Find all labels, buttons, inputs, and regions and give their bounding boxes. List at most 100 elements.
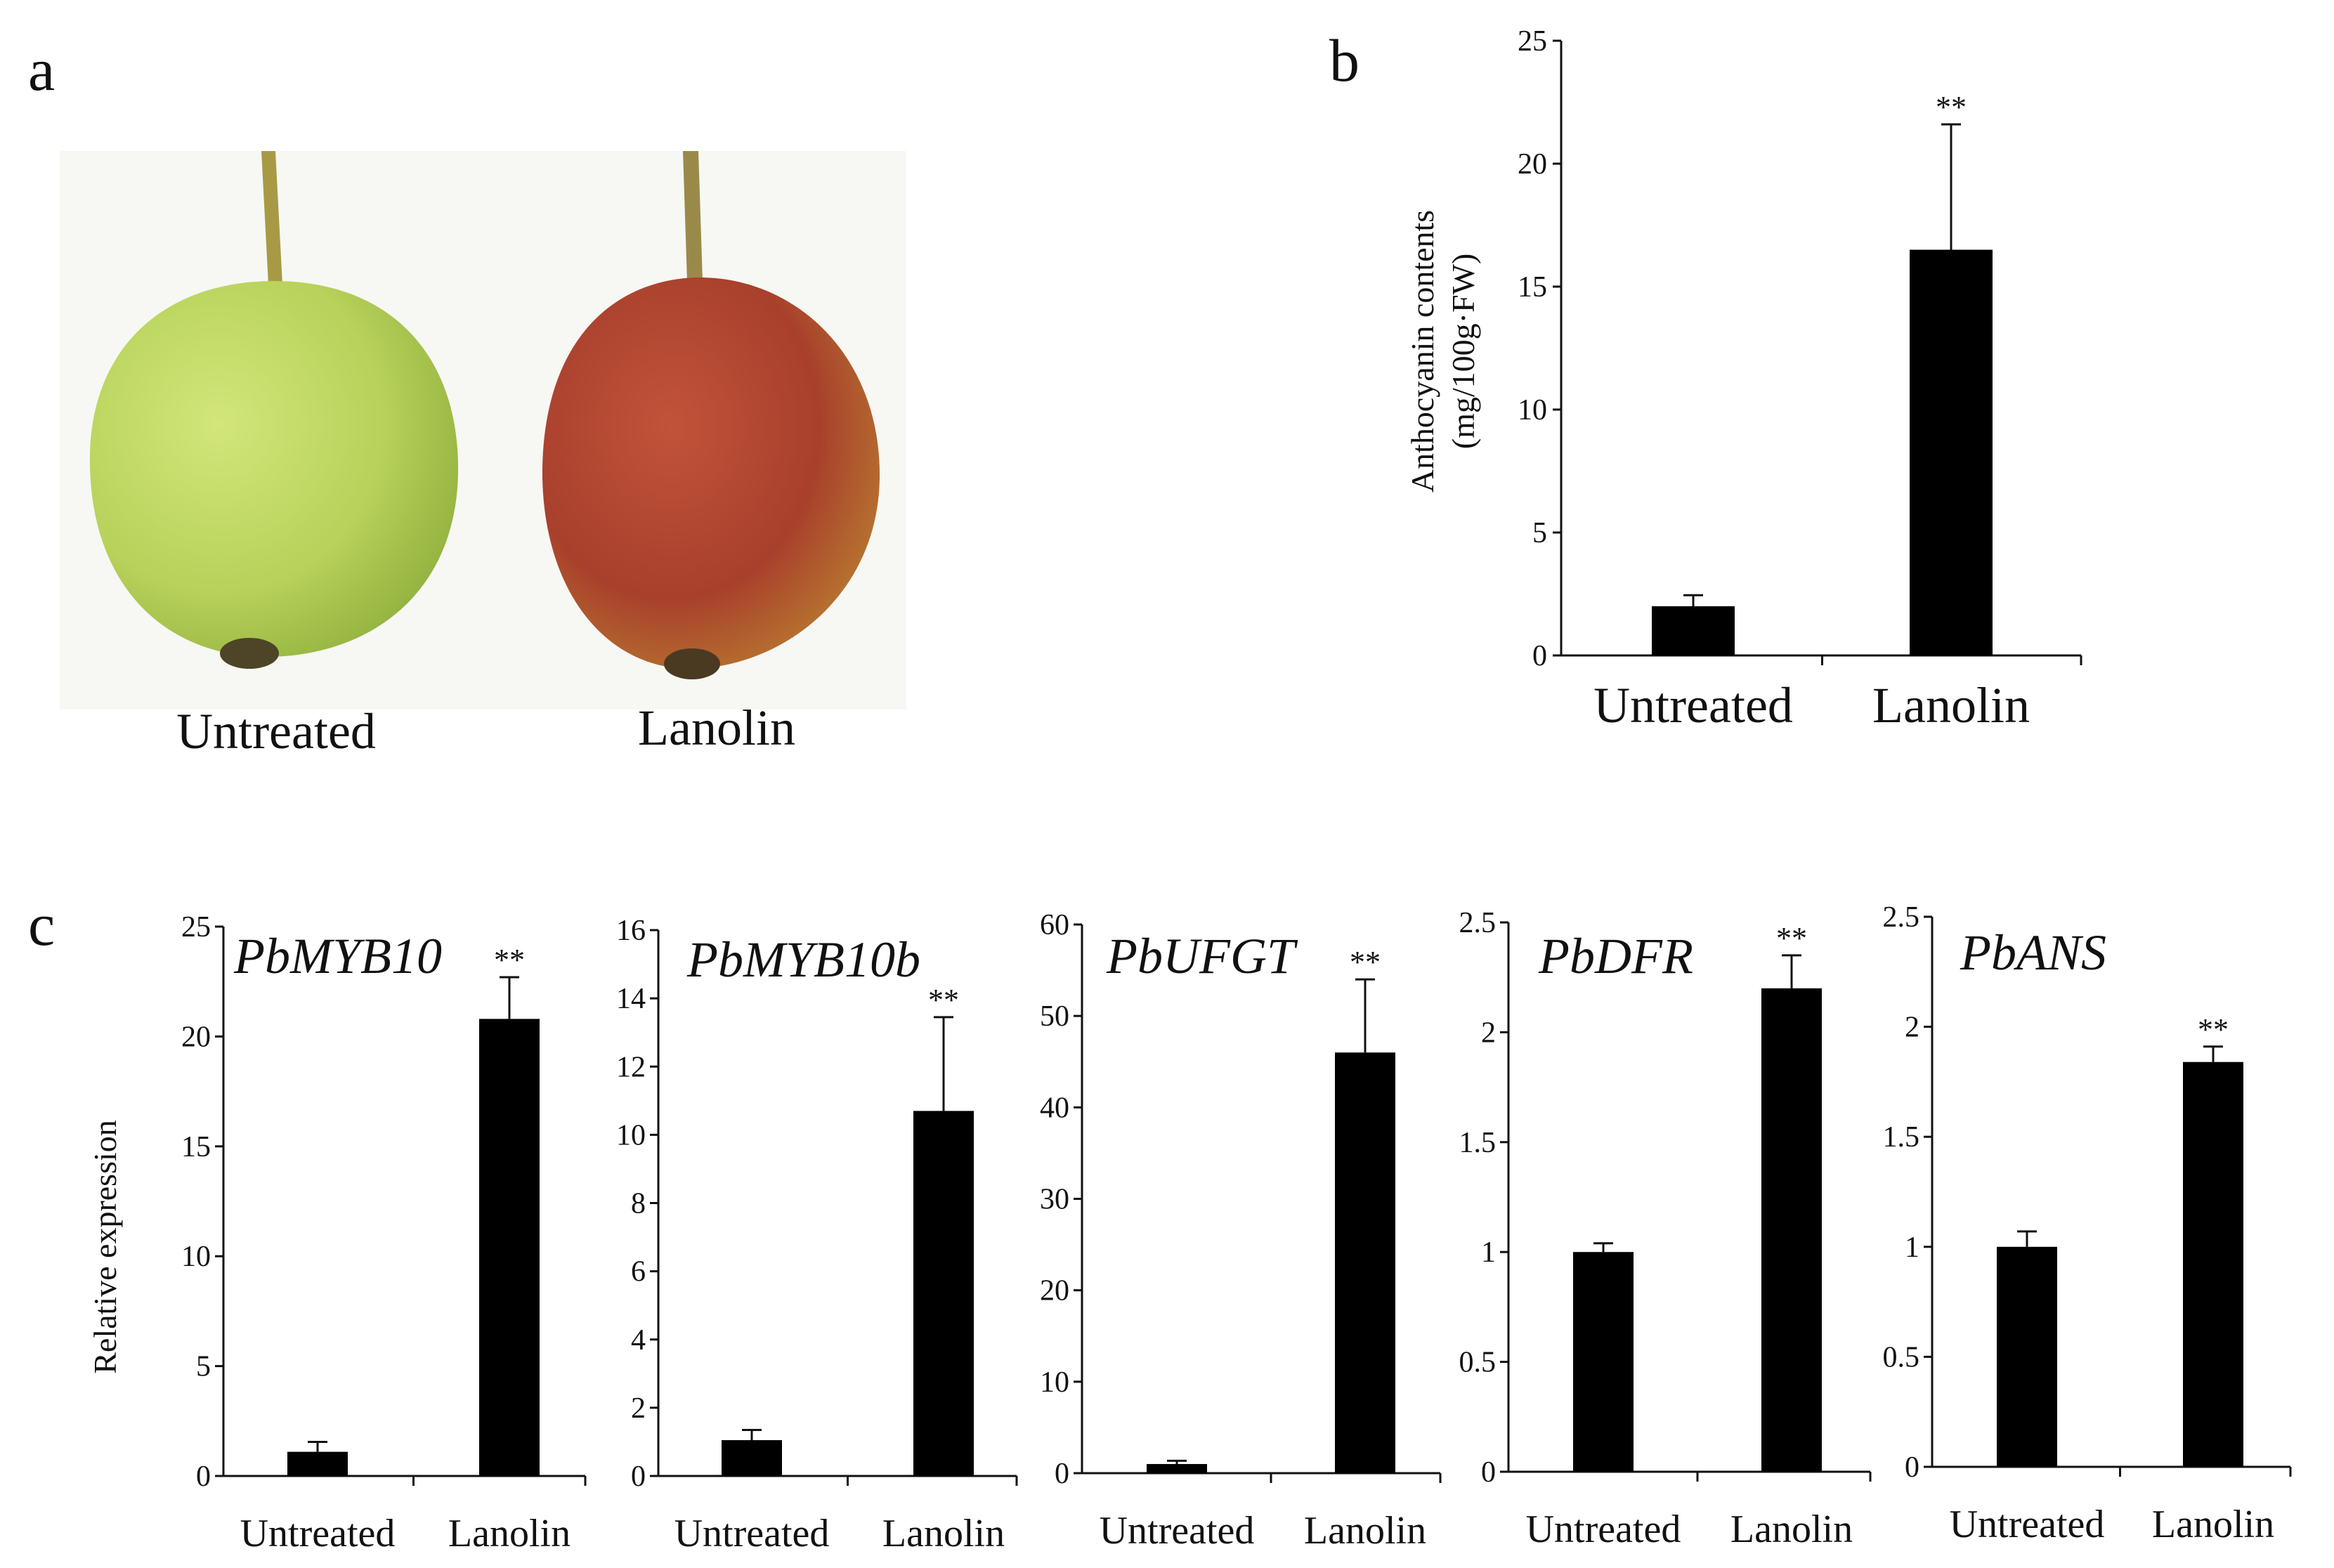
chart-c5-ytick-label: 0.5 <box>1883 1341 1920 1373</box>
chart-c1-bar-untreated <box>287 1451 348 1476</box>
chart-b-ylabel: Anthocyanin contents (mg/100g·FW) <box>1404 210 1481 492</box>
chart-c1-plot: 0 5 10 15 20 25 Untreated ** Lanolin PbMYB10 <box>181 911 587 1555</box>
chart-c1-category-label-untreated: Untreated <box>240 1512 396 1555</box>
chart-c1-category-label-lanolin: Lanolin <box>448 1512 571 1555</box>
lanolin-photo-label: Lanolin <box>638 700 795 756</box>
chart-c2-category-label-lanolin: Lanolin <box>882 1512 1005 1555</box>
chart-c4-category-label-untreated: Untreated <box>1526 1508 1681 1551</box>
chart-c3-category-label-lanolin: Lanolin <box>1304 1509 1426 1553</box>
chart-c3-category-label-untreated: Untreated <box>1100 1509 1255 1553</box>
chart-c2-ytick-label: 8 <box>631 1188 646 1220</box>
chart-b-ytick-label: 5 <box>1532 517 1547 549</box>
panel-b: b Anthocyanin contents (mg/100g·FW) 0 5 10… <box>1329 25 2082 733</box>
chart-c1-ytick-label: 15 <box>181 1131 211 1163</box>
chart-c3-title: PbUFGT <box>1106 928 1298 984</box>
lanolin-fruit-photo <box>542 151 880 679</box>
chart-c3-ytick-label: 30 <box>1040 1184 1069 1216</box>
chart-c3-ytick-label: 10 <box>1040 1366 1069 1399</box>
chart-c1-ytick-label: 20 <box>181 1021 211 1053</box>
chart-b-bar-lanolin <box>1910 249 1993 655</box>
chart-c1-ytick-label: 0 <box>196 1461 211 1493</box>
chart-c2-ytick-label: 2 <box>631 1392 646 1425</box>
untreated-calyx <box>220 638 279 669</box>
chart-b-ytick-label: 10 <box>1518 394 1547 426</box>
chart-c2-ytick-label: 14 <box>616 983 646 1015</box>
chart-c4-bar-lanolin <box>1761 988 1822 1472</box>
chart-c1-significance-lanolin: ** <box>494 943 525 977</box>
chart-c1-ytick-label: 25 <box>181 911 211 943</box>
chart-b-category-label-lanolin: Lanolin <box>1872 677 2030 733</box>
chart-c4-ytick-label: 2 <box>1481 1017 1496 1049</box>
chart-b-ytick-label: 15 <box>1518 271 1547 303</box>
chart-c2-ytick-label: 10 <box>616 1119 646 1151</box>
chart-b-ytick-label: 20 <box>1518 148 1547 181</box>
chart-c5-bar-untreated <box>1997 1246 2057 1467</box>
chart-c4-title: PbDFR <box>1538 928 1693 984</box>
lanolin-calyx <box>664 648 720 679</box>
chart-c5-ytick-label: 2.5 <box>1883 901 1920 934</box>
chart-b-significance-lanolin: ** <box>1936 90 1967 124</box>
chart-b-ylabel-line2: (mg/100g·FW) <box>1445 254 1481 450</box>
chart-b-plot: 0 5 10 15 20 25 Untreated ** Lanolin <box>1518 25 2082 733</box>
chart-c5-ytick-label: 2 <box>1905 1012 1919 1044</box>
chart-c2-category-label-untreated: Untreated <box>674 1512 830 1555</box>
chart-c1-ytick-label: 5 <box>196 1351 211 1383</box>
lanolin-stem <box>683 151 703 281</box>
chart-c-ylabel-text: Relative expression <box>87 1120 123 1374</box>
chart-c4-plot: 0 0.5 1 1.5 2 2.5 Untreated ** Lanolin PbDFR <box>1459 907 1872 1551</box>
panel-c: c Relative expression 0510152025Untreate… <box>28 891 2292 1555</box>
chart-c2-ytick-label: 6 <box>631 1256 646 1288</box>
chart-c3-significance-lanolin: ** <box>1350 945 1381 979</box>
chart-c5-significance-lanolin: ** <box>2198 1012 2229 1047</box>
chart-c4-ytick-label: 0 <box>1481 1456 1496 1489</box>
chart-c3-ytick-label: 50 <box>1040 1000 1069 1033</box>
chart-c2-plot: 0 2 4 6 8 10 12 14 16 Untreated ** Lanolin PbMYB10b <box>616 915 1018 1555</box>
chart-c4-ytick-label: 2.5 <box>1459 907 1497 939</box>
chart-c2-ytick-label: 12 <box>616 1051 646 1083</box>
chart-c2-significance-lanolin: ** <box>928 983 959 1017</box>
chart-c5-bar-lanolin <box>2183 1061 2243 1467</box>
panel-letter-c: c <box>28 891 55 958</box>
chart-c4-ytick-label: 1 <box>1481 1236 1496 1269</box>
chart-c2-ytick-label: 4 <box>631 1324 646 1357</box>
chart-c4-significance-lanolin: ** <box>1776 921 1807 955</box>
chart-c3-ytick-label: 0 <box>1055 1458 1069 1490</box>
chart-c2-ytick-label: 16 <box>616 915 646 947</box>
chart-c3-ytick-label: 60 <box>1040 909 1069 941</box>
chart-c5-ytick-label: 0 <box>1905 1451 1919 1484</box>
untreated-stem <box>261 151 282 285</box>
chart-c5-category-label-lanolin: Lanolin <box>2152 1503 2274 1546</box>
untreated-photo-label: Untreated <box>176 703 376 759</box>
chart-b-ytick-label: 25 <box>1518 25 1547 58</box>
untreated-fruit-photo <box>89 151 459 669</box>
untreated-fruit-body <box>89 281 459 658</box>
chart-c4-ytick-label: 0.5 <box>1459 1347 1497 1379</box>
chart-c2-title: PbMYB10b <box>686 932 920 988</box>
chart-b-category-label-untreated: Untreated <box>1593 677 1793 733</box>
chart-c3-bar-untreated <box>1147 1463 1207 1473</box>
chart-c-ylabel: Relative expression <box>87 1120 123 1374</box>
chart-b-ytick-label: 0 <box>1532 640 1547 672</box>
chart-c4-bar-untreated <box>1573 1252 1634 1472</box>
chart-c4-ytick-label: 1.5 <box>1459 1127 1497 1159</box>
chart-c2-bar-untreated <box>722 1440 782 1476</box>
chart-c3-ytick-label: 20 <box>1040 1275 1069 1307</box>
chart-c4-category-label-lanolin: Lanolin <box>1730 1508 1853 1551</box>
chart-c2-bar-lanolin <box>913 1111 974 1476</box>
chart-c1-title: PbMYB10 <box>233 928 442 984</box>
chart-c5-plot: 0 0.5 1 1.5 2 2.5 Untreated ** Lanolin PbANS <box>1883 901 2292 1546</box>
chart-c3-bar-lanolin <box>1335 1052 1395 1473</box>
chart-c5-title: PbANS <box>1960 925 2106 981</box>
panel-letter-a: a <box>28 36 55 103</box>
chart-c5-ytick-label: 1.5 <box>1883 1121 1920 1154</box>
chart-b-ylabel-line1: Anthocyanin contents <box>1404 210 1440 492</box>
chart-c3-plot: 0 10 20 30 40 50 60 Untreated ** Lanolin PbUFGT <box>1040 909 1442 1553</box>
chart-c3-ytick-label: 40 <box>1040 1092 1069 1124</box>
chart-c5-ytick-label: 1 <box>1905 1231 1919 1264</box>
panel-a: a <box>28 36 906 759</box>
chart-c1-bar-lanolin <box>479 1019 540 1476</box>
chart-c5-category-label-untreated: Untreated <box>1950 1503 2105 1546</box>
panel-letter-b: b <box>1329 27 1360 94</box>
chart-c2-ytick-label: 0 <box>631 1461 646 1493</box>
